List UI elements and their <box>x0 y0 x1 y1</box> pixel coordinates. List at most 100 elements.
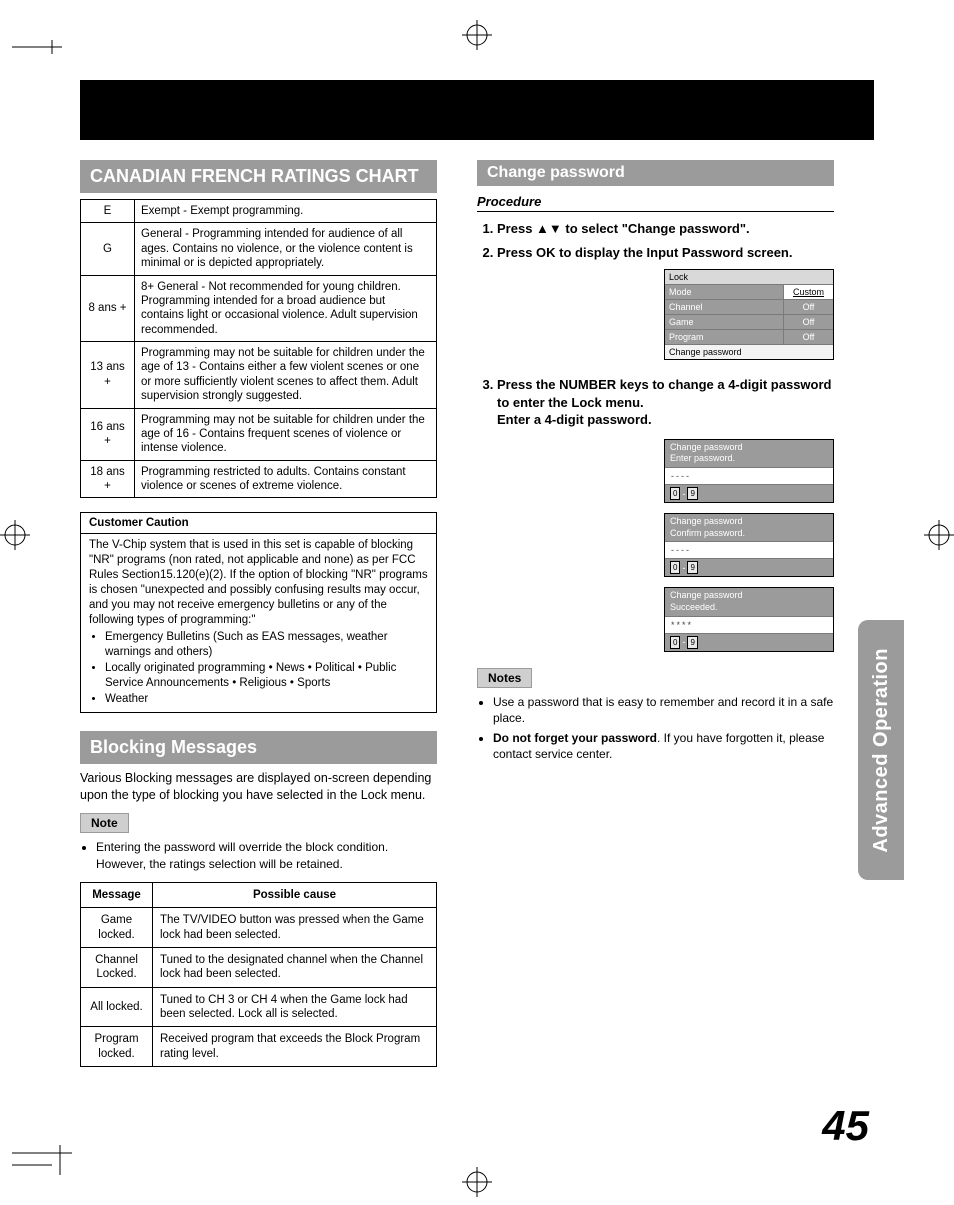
procedure-list: Press ▲▼ to select "Change password". Pr… <box>477 220 834 261</box>
page-header-band <box>80 80 874 140</box>
osd-lock-cp-label: Change password <box>665 345 833 359</box>
crop-mark-top-left <box>12 40 62 54</box>
osd-key: 9 <box>687 561 697 574</box>
procedure-label: Procedure <box>477 194 834 212</box>
osd-lock-key: Channel <box>665 300 783 314</box>
osd-key: 9 <box>687 487 697 500</box>
left-column: CANADIAN FRENCH RATINGS CHART EExempt - … <box>80 160 437 1095</box>
caution-bullet: Emergency Bulletins (Such as EAS message… <box>105 630 428 660</box>
osd-cp-title: Change password <box>670 590 828 602</box>
osd-lock-change-password: Change password <box>665 344 833 359</box>
osd-lock-title: Lock <box>665 270 833 284</box>
osd-lock-value: Custom <box>783 285 833 299</box>
procedure-step-2: Press OK to display the Input Password s… <box>497 244 834 262</box>
osd-lock-key: Program <box>665 330 783 344</box>
osd-key-sep: - <box>682 637 685 647</box>
osd-cp-keys: 0 - 9 <box>665 634 833 651</box>
osd-cp-field: **** <box>665 616 833 634</box>
message-name: Game locked. <box>81 908 153 948</box>
osd-cp-field: ---- <box>665 541 833 559</box>
page-content: CANADIAN FRENCH RATINGS CHART EExempt - … <box>80 160 834 1095</box>
rating-label: E <box>81 200 135 223</box>
rating-label: G <box>81 223 135 275</box>
osd-cp-field: ---- <box>665 467 833 485</box>
osd-key: 0 <box>670 487 680 500</box>
osd-lock-row: ChannelOff <box>665 299 833 314</box>
osd-lock-key: Game <box>665 315 783 329</box>
notes-item: Use a password that is easy to remember … <box>493 694 834 726</box>
message-cause: Received program that exceeds the Block … <box>153 1027 437 1067</box>
customer-caution-box: Customer Caution The V-Chip system that … <box>80 512 437 712</box>
registration-mark-top <box>462 20 492 55</box>
osd-lock-value: Off <box>783 315 833 329</box>
osd-lock-row: ProgramOff <box>665 329 833 344</box>
blocking-note-list: Entering the password will override the … <box>80 839 437 871</box>
rating-desc: Programming restricted to adults. Contai… <box>135 460 437 498</box>
message-cause: Tuned to CH 3 or CH 4 when the Game lock… <box>153 987 437 1027</box>
rating-desc: General - Programming intended for audie… <box>135 223 437 275</box>
notes-item: Do not forget your password. If you have… <box>493 730 834 762</box>
note-pill: Note <box>80 813 129 833</box>
registration-mark-left <box>0 520 30 550</box>
procedure-list-2: Press the NUMBER keys to change a 4-digi… <box>477 376 834 429</box>
messages-table: Message Possible cause Game locked.The T… <box>80 882 437 1067</box>
rating-label: 13 ans + <box>81 342 135 409</box>
rating-desc: Exempt - Exempt programming. <box>135 200 437 223</box>
caution-bullet-list: Emergency Bulletins (Such as EAS message… <box>89 630 428 707</box>
message-cause: The TV/VIDEO button was pressed when the… <box>153 908 437 948</box>
message-cause: Tuned to the designated channel when the… <box>153 947 437 987</box>
caution-bullet: Weather <box>105 692 428 707</box>
caution-title: Customer Caution <box>81 513 436 534</box>
caution-bullet: Locally originated programming • News • … <box>105 661 428 691</box>
osd-cp-sub: Enter password. <box>670 453 828 465</box>
osd-cp-title: Change password <box>670 516 828 528</box>
notes-pill: Notes <box>477 668 532 688</box>
step3-line1: Press the NUMBER keys to change a 4-digi… <box>497 377 831 410</box>
procedure-step-1: Press ▲▼ to select "Change password". <box>497 220 834 238</box>
blocking-intro: Various Blocking messages are displayed … <box>80 770 437 804</box>
osd-cp-keys: 0 - 9 <box>665 485 833 502</box>
ratings-table: EExempt - Exempt programming.GGeneral - … <box>80 199 437 498</box>
rating-label: 8 ans + <box>81 275 135 342</box>
registration-mark-bottom <box>462 1167 492 1197</box>
registration-mark-right <box>924 520 954 550</box>
side-tab-label: Advanced Operation <box>870 648 893 853</box>
osd-cp-sub: Confirm password. <box>670 528 828 540</box>
blocking-note-item: Entering the password will override the … <box>96 839 437 871</box>
caution-body: The V-Chip system that is used in this s… <box>89 538 428 628</box>
osd-key: 9 <box>687 636 697 649</box>
right-column: Change password Procedure Press ▲▼ to se… <box>477 160 834 1095</box>
rating-label: 16 ans + <box>81 408 135 460</box>
message-name: All locked. <box>81 987 153 1027</box>
procedure-step-3: Press the NUMBER keys to change a 4-digi… <box>497 376 834 429</box>
osd-key: 0 <box>670 636 680 649</box>
notes-list: Use a password that is easy to remember … <box>477 694 834 763</box>
step3-line2: Enter a 4-digit password. <box>497 412 652 427</box>
message-name: Program locked. <box>81 1027 153 1067</box>
messages-col-message: Message <box>81 882 153 907</box>
osd-lock-menu: Lock ModeCustomChannelOffGameOffProgramO… <box>664 269 834 360</box>
rating-desc: Programming may not be suitable for chil… <box>135 408 437 460</box>
message-name: Channel Locked. <box>81 947 153 987</box>
heading-canadian-french: CANADIAN FRENCH RATINGS CHART <box>80 160 437 193</box>
osd-cp-keys: 0 - 9 <box>665 559 833 576</box>
osd-change-password-box: Change passwordConfirm password.----0 - … <box>664 513 834 577</box>
rating-desc: Programming may not be suitable for chil… <box>135 342 437 409</box>
osd-lock-value: Off <box>783 300 833 314</box>
rating-desc: 8+ General - Not recommended for young c… <box>135 275 437 342</box>
page-number: 45 <box>822 1102 869 1150</box>
osd-lock-row: GameOff <box>665 314 833 329</box>
osd-key: 0 <box>670 561 680 574</box>
osd-key-sep: - <box>682 563 685 573</box>
osd-cp-sub: Succeeded. <box>670 602 828 614</box>
osd-change-password-box: Change passwordEnter password. ----0 - 9 <box>664 439 834 503</box>
heading-change-password: Change password <box>477 160 834 186</box>
osd-lock-key: Mode <box>665 285 783 299</box>
crop-mark-bottom-left <box>12 1145 72 1175</box>
side-tab: Advanced Operation <box>858 620 904 880</box>
osd-lock-row: ModeCustom <box>665 284 833 299</box>
osd-change-password-stack: Change passwordEnter password.----0 - 9C… <box>664 439 834 652</box>
osd-cp-title: Change password <box>670 442 828 454</box>
osd-change-password-box: Change passwordSucceeded.****0 - 9 <box>664 587 834 651</box>
heading-blocking-messages: Blocking Messages <box>80 731 437 764</box>
